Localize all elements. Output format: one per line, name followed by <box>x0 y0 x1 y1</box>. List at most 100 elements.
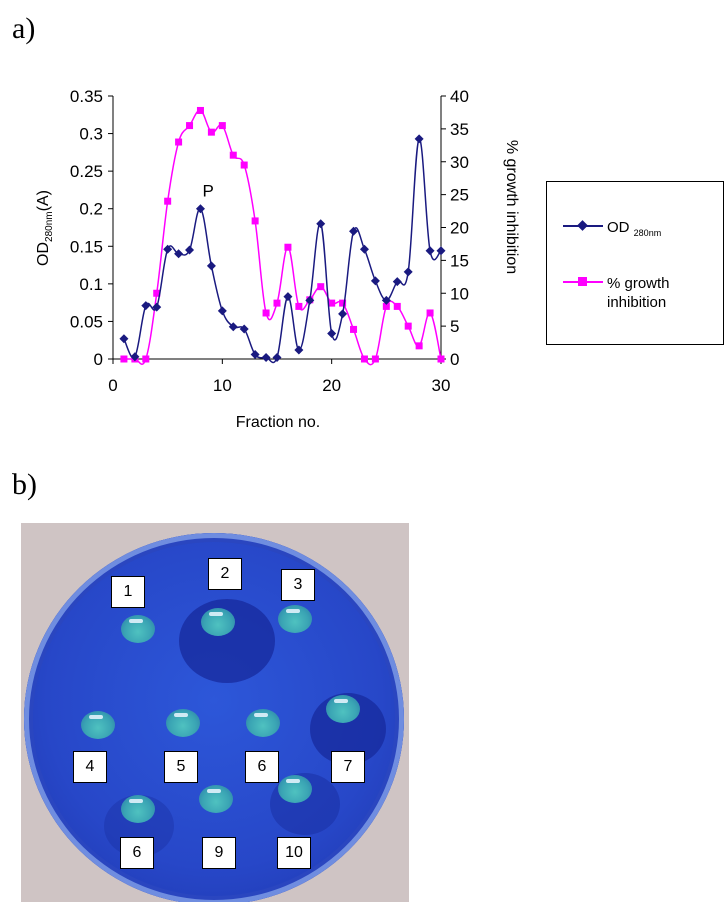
point-inhibition <box>262 309 270 317</box>
point-od <box>228 322 238 332</box>
right-tick-label: 5 <box>450 317 459 336</box>
x-tick-label: 30 <box>432 376 451 395</box>
right-tick-label: 35 <box>450 120 469 139</box>
well-label-3: 3 <box>281 569 315 601</box>
x-tick-label: 0 <box>108 376 117 395</box>
point-od <box>294 345 304 355</box>
y-axis-left-title: OD280nm(A) <box>35 190 55 266</box>
petri-dish-photo: 1 2 3 4 5 6 7 6 9 10 <box>21 523 409 902</box>
point-od <box>359 244 369 254</box>
point-inhibition <box>218 122 226 130</box>
point-inhibition <box>437 355 445 363</box>
point-inhibition <box>229 151 237 159</box>
well-label-9: 9 <box>202 837 236 869</box>
left-tick-label: 0.05 <box>70 312 103 331</box>
point-inhibition <box>240 161 248 169</box>
legend-inhibition-symbol <box>563 274 603 290</box>
well-label-2: 2 <box>208 558 242 590</box>
left-tick-label: 0.1 <box>79 275 103 294</box>
point-inhibition <box>339 299 347 307</box>
point-inhibition <box>415 342 423 350</box>
point-inhibition <box>284 243 292 251</box>
point-od <box>403 267 413 277</box>
chart-legend: OD 280nm % growth inhibition <box>546 181 724 345</box>
point-od <box>239 324 249 334</box>
right-tick-label: 30 <box>450 153 469 172</box>
point-od <box>163 244 173 254</box>
point-od <box>130 352 140 362</box>
well-6b <box>121 795 155 823</box>
right-tick-label: 15 <box>450 251 469 270</box>
right-tick-label: 0 <box>450 350 459 369</box>
point-od <box>119 334 129 344</box>
panel-b-label: b) <box>12 468 37 501</box>
legend-od-label: OD 280nm <box>607 218 661 243</box>
point-od <box>381 295 391 305</box>
point-od <box>272 352 282 362</box>
point-inhibition <box>142 355 150 363</box>
left-tick-label: 0.2 <box>79 200 103 219</box>
well-3 <box>278 605 312 633</box>
point-od <box>152 302 162 312</box>
well-10 <box>278 775 312 803</box>
point-inhibition <box>164 197 172 205</box>
y-left-main: OD <box>35 242 52 266</box>
y-left-suffix: (A) <box>35 190 52 211</box>
right-tick-label: 25 <box>450 186 469 205</box>
point-inhibition <box>360 355 368 363</box>
well-1 <box>121 615 155 643</box>
y-axis-right-title: % growth inhibition <box>503 140 520 274</box>
series-layer <box>119 106 446 366</box>
point-od <box>174 249 184 259</box>
point-inhibition <box>120 355 128 363</box>
point-inhibition <box>350 325 358 333</box>
point-od <box>338 309 348 319</box>
well-label-10: 10 <box>277 837 311 869</box>
x-axis-ticks: 0 10 20 30 <box>108 359 450 395</box>
right-tick-label: 20 <box>450 219 469 238</box>
legend-od-symbol <box>563 218 603 234</box>
point-od <box>327 328 337 338</box>
point-inhibition <box>153 289 161 297</box>
point-od <box>370 276 380 286</box>
left-tick-label: 0.35 <box>70 87 103 106</box>
well-5 <box>166 709 200 737</box>
point-inhibition <box>273 299 281 307</box>
point-od <box>414 134 424 144</box>
point-od <box>250 349 260 359</box>
legend-item-od: OD 280nm <box>563 218 661 243</box>
well-2 <box>201 608 235 636</box>
point-od <box>195 204 205 214</box>
point-od <box>141 301 151 311</box>
x-axis-title: Fraction no. <box>236 414 320 431</box>
x-tick-label: 10 <box>213 376 232 395</box>
x-tick-label: 20 <box>322 376 341 395</box>
left-axis-ticks: 0 0.05 0.1 0.15 0.2 0.25 0.3 0.35 <box>70 87 113 369</box>
left-tick-label: 0.25 <box>70 162 103 181</box>
point-inhibition <box>186 122 194 130</box>
legend-od-sub: 280nm <box>633 228 662 238</box>
point-inhibition <box>371 355 379 363</box>
left-tick-label: 0.15 <box>70 237 103 256</box>
right-tick-label: 10 <box>450 284 469 303</box>
point-inhibition <box>426 309 434 317</box>
well-4 <box>81 711 115 739</box>
point-od <box>217 306 227 316</box>
point-inhibition <box>404 322 412 330</box>
point-inhibition <box>393 302 401 310</box>
point-inhibition <box>382 302 390 310</box>
point-inhibition <box>317 283 325 291</box>
left-tick-label: 0.3 <box>79 125 103 144</box>
point-inhibition <box>175 138 183 146</box>
panel-a-label: a) <box>12 12 36 45</box>
point-od <box>206 261 216 271</box>
point-od <box>436 246 446 256</box>
chart-axes <box>112 96 442 360</box>
point-od <box>261 352 271 362</box>
well-7 <box>326 695 360 723</box>
point-od <box>283 292 293 302</box>
left-tick-label: 0 <box>94 350 103 369</box>
right-axis-ticks: 0 5 10 15 20 25 30 35 40 <box>441 87 469 369</box>
point-inhibition <box>328 299 336 307</box>
y-left-sub: 280nm <box>44 211 55 242</box>
